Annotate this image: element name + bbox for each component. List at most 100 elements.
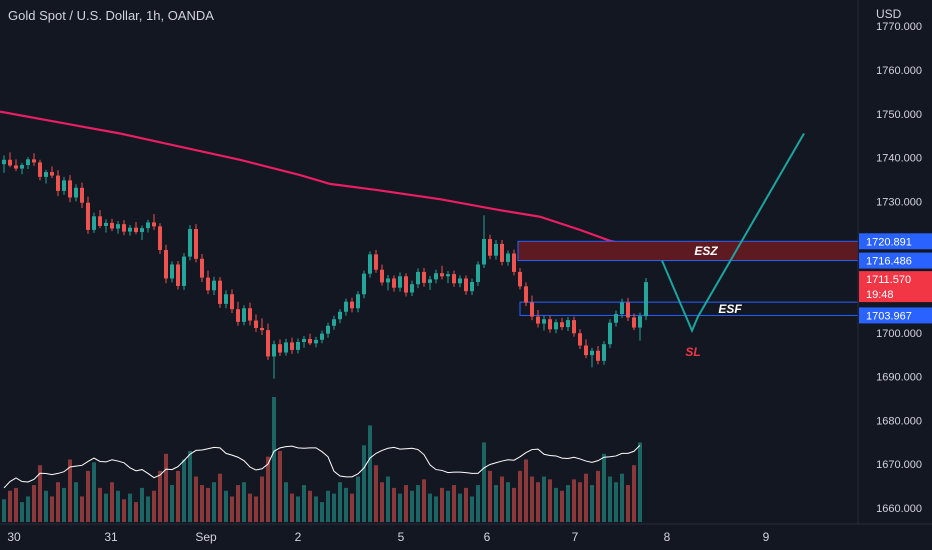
candle[interactable] [524,282,528,307]
candle-body[interactable] [134,227,138,233]
candle-body[interactable] [614,313,618,323]
candle-body[interactable] [182,256,186,286]
candle-body[interactable] [386,278,390,283]
candle[interactable] [614,310,618,327]
candle[interactable] [248,302,252,326]
candle[interactable] [560,317,564,331]
candle[interactable] [170,261,174,283]
candle-body[interactable] [200,258,204,278]
candle[interactable] [122,220,126,236]
candle-body[interactable] [368,254,372,274]
candle-body[interactable] [44,172,48,177]
candle[interactable] [506,250,510,266]
candle[interactable] [602,341,606,365]
candle[interactable] [356,291,360,313]
candle-body[interactable] [410,284,414,293]
candle[interactable] [392,275,396,292]
candle-body[interactable] [62,180,66,191]
candle-body[interactable] [518,271,522,287]
candle[interactable] [284,338,288,356]
candle[interactable] [128,225,132,236]
candle-body[interactable] [524,286,528,303]
candle-body[interactable] [458,278,462,284]
candle-body[interactable] [512,253,516,272]
candle-body[interactable] [116,224,120,229]
candle-body[interactable] [236,309,240,322]
candle-body[interactable] [476,264,480,282]
candle[interactable] [230,289,234,314]
candle[interactable] [374,250,378,273]
candle-body[interactable] [278,344,282,353]
candle[interactable] [74,184,78,202]
candle[interactable] [212,276,216,296]
candle-body[interactable] [590,350,594,356]
candle-body[interactable] [470,281,474,292]
candle-body[interactable] [332,319,336,326]
candle[interactable] [158,223,162,254]
candle-body[interactable] [392,278,396,288]
candle[interactable] [314,336,318,348]
candle-body[interactable] [284,342,288,353]
candle[interactable] [434,269,438,284]
candle[interactable] [428,275,432,290]
candle-body[interactable] [194,228,198,259]
candle-body[interactable] [626,302,630,318]
candle-body[interactable] [302,338,306,342]
candles-layer[interactable] [2,152,648,379]
candle[interactable] [326,322,330,338]
candle[interactable] [440,265,444,280]
candle-body[interactable] [152,222,156,227]
candle[interactable] [206,270,210,295]
candle[interactable] [500,239,504,266]
candle-body[interactable] [440,273,444,277]
candle[interactable] [188,225,192,261]
candle-body[interactable] [566,320,570,328]
candle[interactable] [98,210,102,229]
candle[interactable] [134,221,138,235]
candle-body[interactable] [572,320,576,334]
candle-body[interactable] [362,273,366,295]
candle[interactable] [80,182,84,208]
candle-body[interactable] [212,280,216,291]
candle-body[interactable] [350,301,354,309]
candle[interactable] [236,301,240,326]
candle[interactable] [518,267,522,290]
candle[interactable] [482,215,486,268]
candle[interactable] [242,305,246,326]
candle-body[interactable] [404,276,408,293]
candle[interactable] [410,280,414,297]
candle-body[interactable] [242,308,246,322]
candle-body[interactable] [254,320,258,328]
candle-body[interactable] [530,302,534,317]
candle[interactable] [578,329,582,350]
candle[interactable] [164,244,168,284]
candle-body[interactable] [158,226,162,251]
candle-body[interactable] [146,222,150,229]
candle[interactable] [56,170,60,197]
candle[interactable] [308,333,312,346]
candle-body[interactable] [374,254,378,270]
candle-body[interactable] [398,276,402,288]
candle[interactable] [536,310,540,328]
candle-body[interactable] [206,277,210,291]
candle-body[interactable] [296,341,300,350]
candle[interactable] [620,298,624,318]
candle[interactable] [344,298,348,316]
candle[interactable] [530,295,534,321]
candle[interactable] [386,274,390,291]
candle[interactable] [590,347,594,368]
candle[interactable] [32,153,36,166]
candle[interactable] [146,219,150,233]
candle[interactable] [38,159,42,181]
candle[interactable] [14,159,18,172]
candle-body[interactable] [422,271,426,283]
candle[interactable] [260,318,264,335]
candle-body[interactable] [188,228,192,257]
candle[interactable] [494,239,498,260]
candle[interactable] [152,214,156,230]
candle-body[interactable] [80,187,84,203]
candle-body[interactable] [308,338,312,344]
candle[interactable] [182,253,186,290]
candle-body[interactable] [218,280,222,304]
candle[interactable] [50,166,54,179]
